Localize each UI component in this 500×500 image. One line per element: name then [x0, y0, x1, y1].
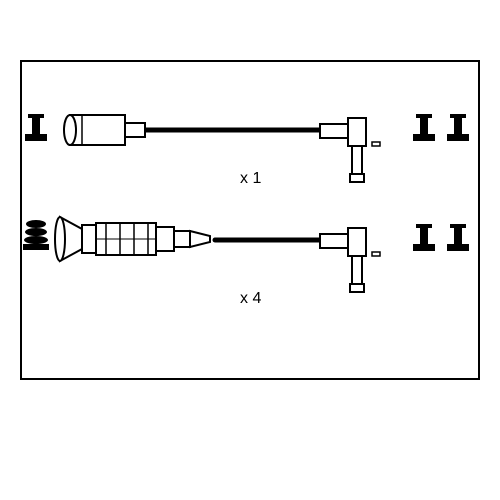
qty-label-2: x 4 [240, 290, 261, 308]
qty-label-1: x 1 [240, 170, 261, 188]
diagram-svg [0, 0, 500, 500]
